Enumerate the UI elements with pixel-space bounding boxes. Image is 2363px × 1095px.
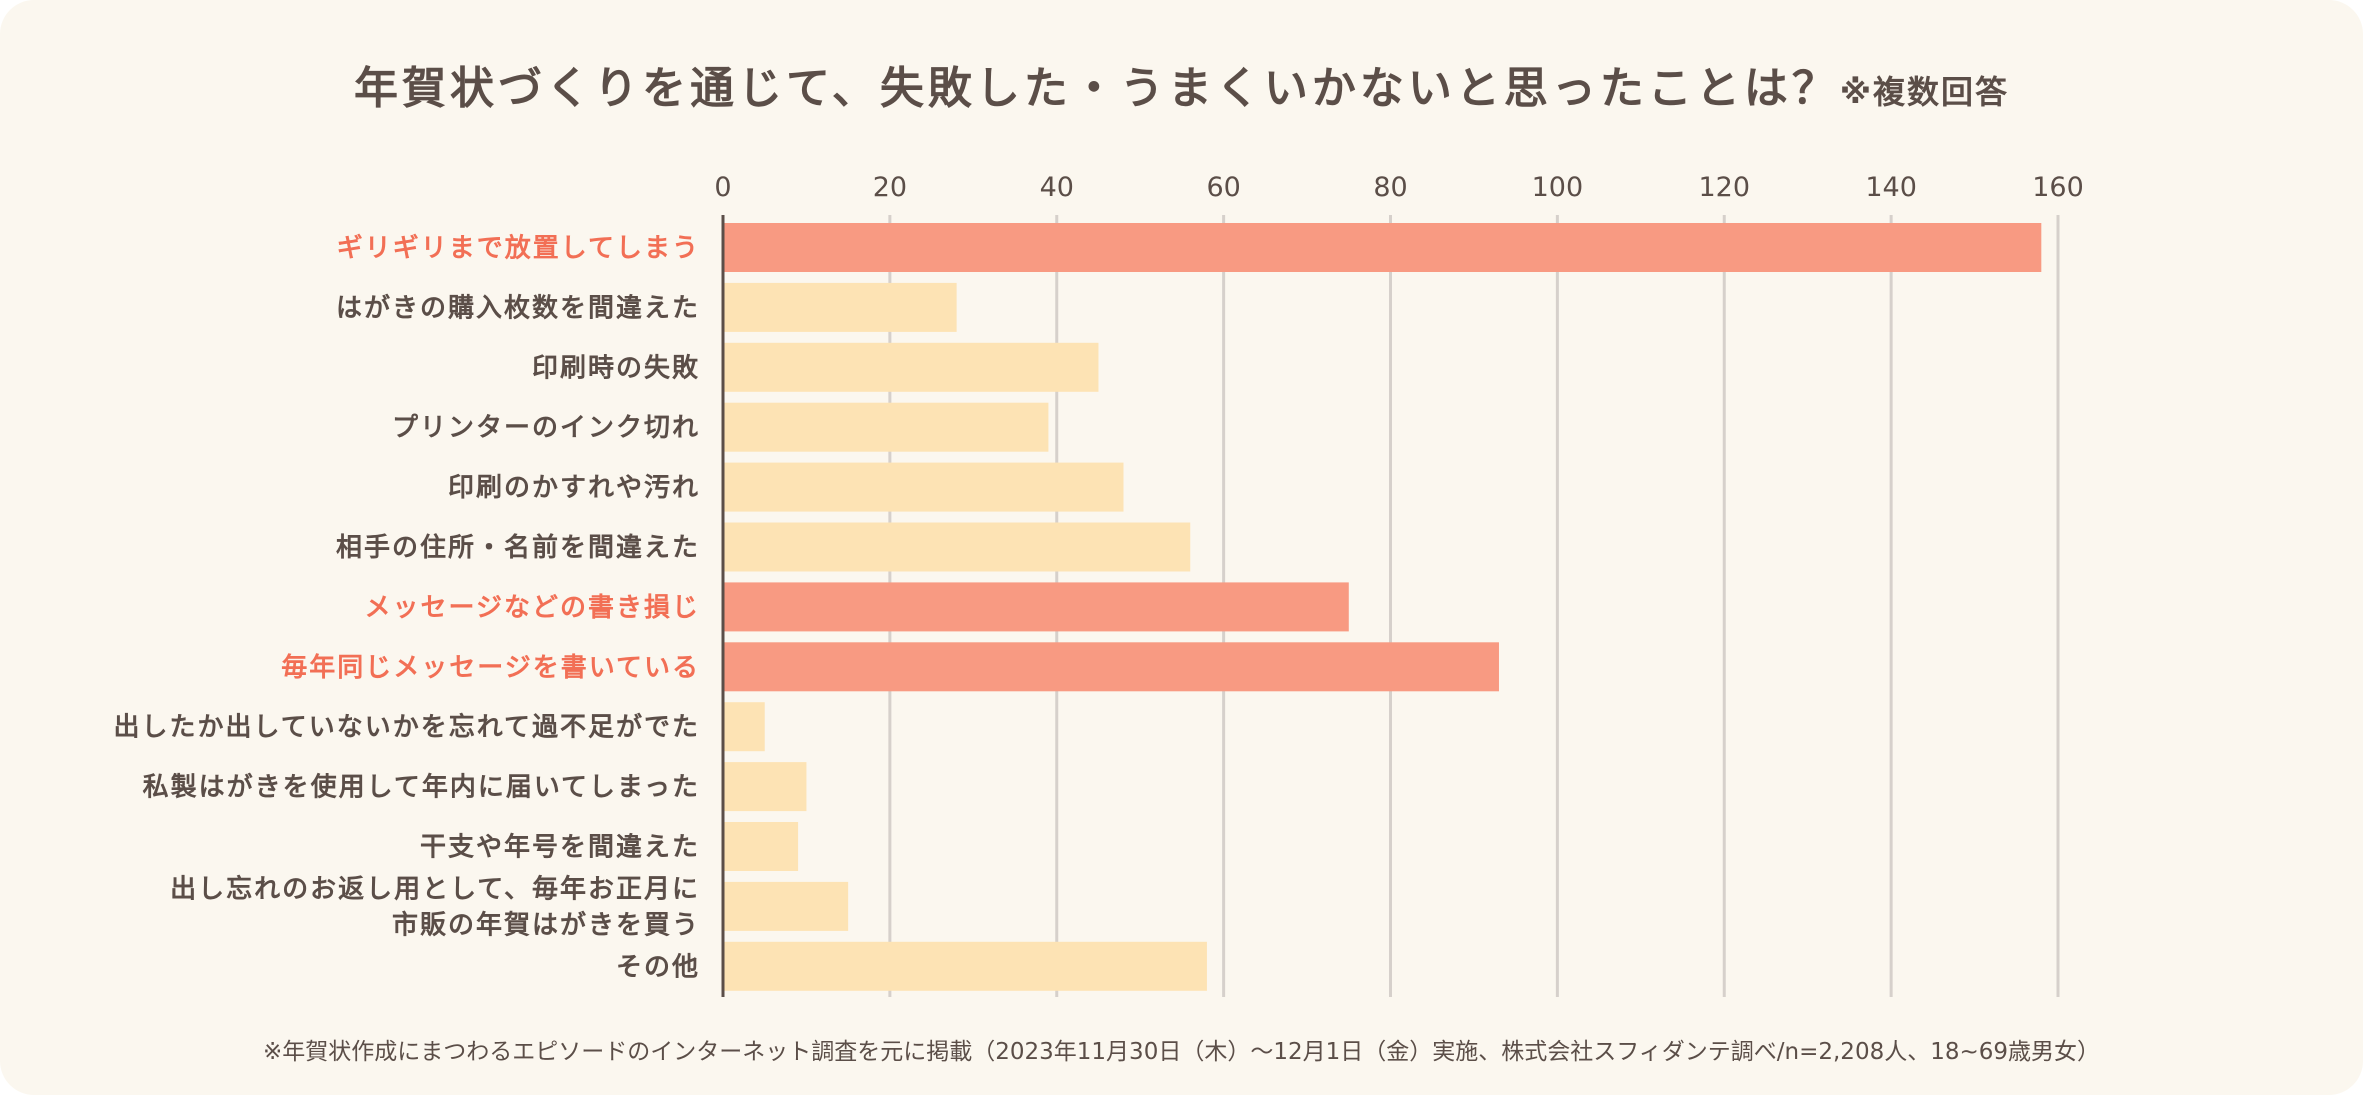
bar — [723, 282, 957, 332]
category-label: 毎年同じメッセージを書いている — [281, 652, 700, 683]
bar — [723, 342, 1099, 392]
x-tick-label: 120 — [1698, 172, 1750, 203]
x-tick-label: 0 — [714, 172, 731, 203]
category-label: プリンターのインク切れ — [392, 413, 700, 443]
category-label: 印刷のかすれや汚れ — [448, 473, 700, 503]
category-label: ギリギリまで放置してしまう — [337, 233, 700, 264]
x-tick-label: 80 — [1373, 172, 1407, 203]
x-tick-label: 160 — [2032, 172, 2084, 203]
category-label: 出したか出していないかを忘れて過不足がでた — [114, 712, 700, 743]
bar — [723, 462, 1124, 512]
x-tick-label: 60 — [1206, 172, 1240, 203]
bar — [723, 582, 1349, 632]
bar — [723, 522, 1191, 572]
bar — [723, 941, 1207, 991]
category-label: その他 — [616, 952, 700, 982]
bar — [723, 642, 1499, 692]
x-tick-label: 100 — [1532, 172, 1584, 203]
category-label: 相手の住所・名前を間違えた — [336, 532, 700, 563]
bar — [723, 881, 849, 931]
x-tick-label: 20 — [873, 172, 907, 203]
category-label: 私製はがきを使用して年内に届いてしまった — [143, 772, 700, 803]
category-label: 干支や年号を間違えた — [420, 832, 700, 863]
x-tick-label: 140 — [1865, 172, 1917, 203]
bar — [723, 223, 2042, 272]
x-tick-label: 40 — [1040, 172, 1074, 203]
chart-title: 年賀状づくりを通じて、失敗した・うまくいかないと思ったことは？※複数回答 — [0, 52, 2363, 116]
category-label: 印刷時の失敗 — [532, 352, 700, 383]
bar — [723, 402, 1049, 452]
category-label: はがきの購入枚数を間違えた — [336, 292, 700, 323]
chart-title-note: ※複数回答 — [1839, 73, 2009, 111]
bar — [723, 822, 799, 871]
category-label: 出し忘れのお返し用として、毎年お正月に市販の年賀はがきを買う — [170, 873, 700, 940]
bar — [723, 762, 807, 812]
chart-title-text: 年賀状づくりを通じて、失敗した・うまくいかないと思ったことは？ — [354, 63, 1840, 114]
category-label: メッセージなどの書き損じ — [365, 593, 700, 623]
bar — [723, 702, 765, 752]
footnote: ※年賀状作成にまつわるエピソードのインターネット調査を元に掲載（2023年11月… — [262, 1039, 2101, 1065]
